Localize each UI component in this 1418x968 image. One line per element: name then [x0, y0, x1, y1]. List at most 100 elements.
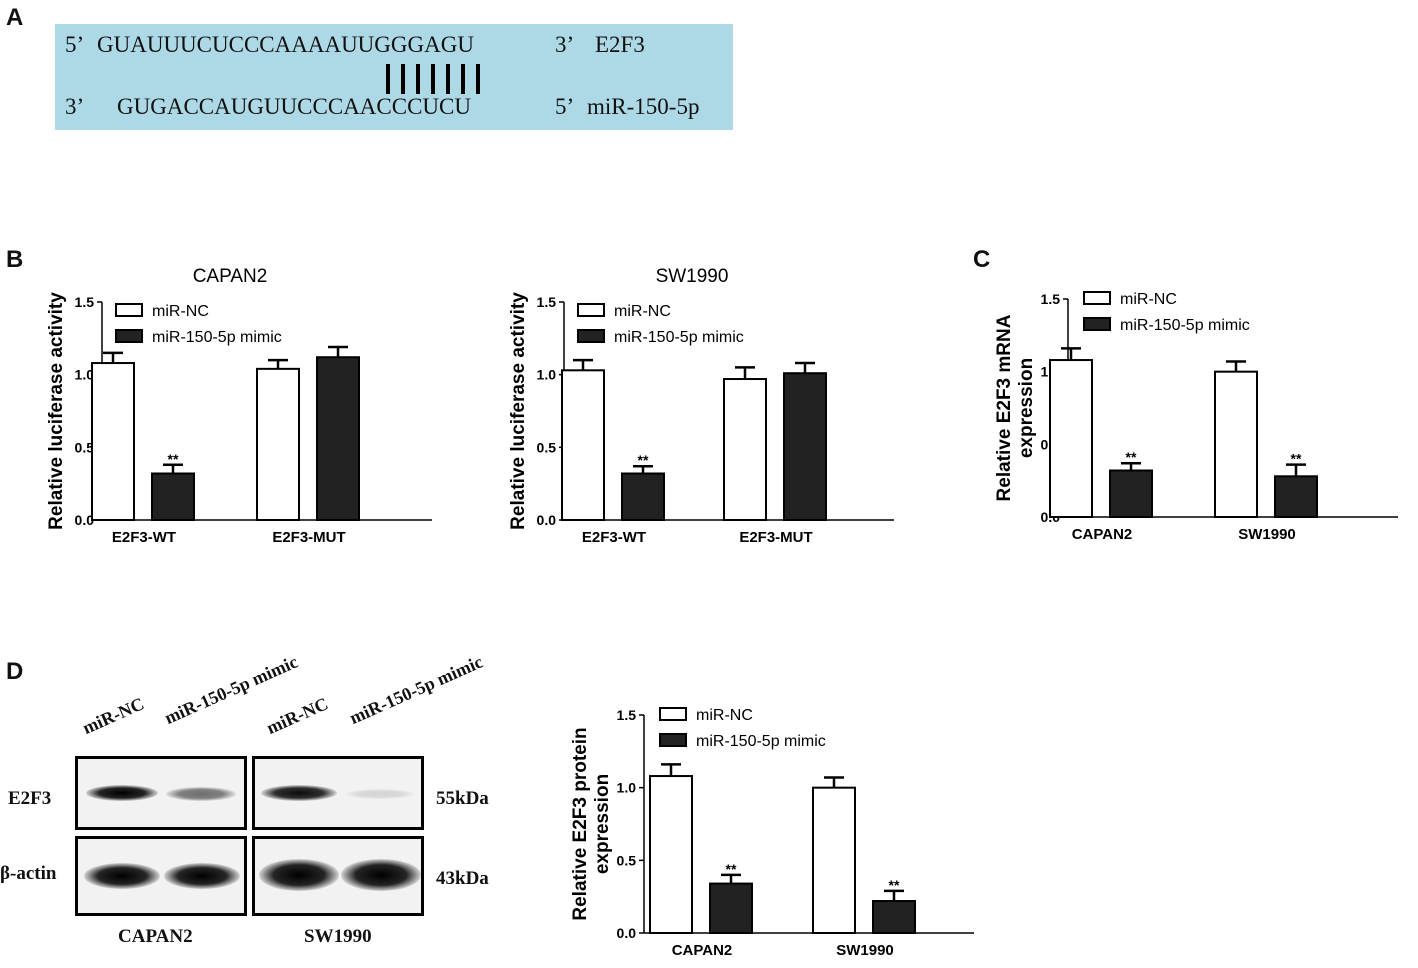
blot-band: [261, 785, 337, 801]
bar: [649, 775, 693, 935]
blot-band: [86, 785, 158, 801]
blot-band: [166, 787, 236, 801]
y-tick-label: 0.0: [617, 925, 637, 941]
blot-panel-actin-capan2: [75, 836, 247, 916]
bar: [1109, 469, 1153, 518]
panel-letter-b: B: [6, 246, 24, 273]
blot-panel-e2f3-sw1990: [252, 756, 424, 830]
x-tick-label: CAPAN2: [672, 942, 733, 959]
y-tick-label: 0.5: [617, 852, 637, 868]
blot-lane-label-3: miR-NC: [263, 693, 331, 739]
bar: [1214, 370, 1258, 518]
seq-bottom-5prime: 5’: [555, 94, 575, 119]
bar: [812, 786, 856, 934]
blot-panel-e2f3-capan2: [75, 756, 247, 830]
seq-top-3prime: 3’: [555, 32, 575, 57]
base-pair-lines: [386, 64, 480, 94]
blot-panel-actin-sw1990: [252, 836, 424, 916]
x-tick-label: E2F3-MUT: [272, 529, 345, 546]
blot-lane-label-1: miR-NC: [79, 693, 147, 739]
significance-label: **: [638, 452, 649, 468]
legend-swatch: [1083, 291, 1111, 305]
blot-band: [341, 859, 421, 891]
x-tick-label: SW1990: [1238, 526, 1296, 543]
chart-capan2-luciferase: CAPAN2 0.0 0.5 1.0 1.5 Relative luciferase ac…: [46, 266, 432, 546]
blot-band: [84, 863, 160, 889]
seq-top-5prime: 5’: [65, 32, 85, 57]
blot-group-capan2: CAPAN2: [118, 926, 193, 947]
blot-row-label-actin: β-actin: [0, 863, 57, 884]
bar: [872, 900, 916, 935]
bar: [621, 472, 665, 521]
blot-size-55kda: 55kDa: [436, 788, 489, 809]
y-tick-label: 1.5: [537, 294, 557, 310]
western-blot: miR-NC miR-150-5p mimic miR-NC miR-150-5…: [0, 640, 520, 960]
x-tick-label: SW1990: [836, 942, 894, 959]
chart-title: SW1990: [656, 266, 729, 287]
x-tick-label: E2F3-MUT: [739, 529, 812, 546]
bar: [709, 882, 753, 935]
x-tick-label: E2F3-WT: [112, 529, 176, 546]
significance-label: **: [1126, 449, 1137, 465]
legend-swatch: [577, 303, 605, 317]
legend-label: miR-150-5p mimic: [614, 329, 744, 346]
blot-lane-label-4: miR-150-5p mimic: [346, 651, 486, 729]
bar: [561, 369, 605, 521]
bar: [91, 362, 135, 522]
legend-label: miR-150-5p mimic: [1120, 317, 1250, 334]
significance-label: **: [726, 861, 737, 877]
legend-swatch: [115, 303, 143, 317]
bar: [1049, 359, 1093, 519]
panel-letter-a: A: [6, 4, 24, 31]
seq-bottom-3prime: 3’: [65, 94, 85, 119]
legend-swatch: [577, 329, 605, 343]
y-tick-label: 1.0: [537, 367, 557, 383]
seq-top-name: E2F3: [595, 32, 645, 57]
legend-label: miR-NC: [696, 707, 753, 724]
y-axis-label: Relative E2F3 mRNAexpression: [994, 314, 1037, 501]
seq-top-sequence: GUAUUUCUCCCAAAAUUGGGAGU: [97, 32, 474, 57]
legend-swatch: [1083, 317, 1111, 331]
panel-letter-d: D: [6, 658, 24, 685]
bar: [723, 378, 767, 521]
blot-row-label-e2f3: E2F3: [8, 788, 52, 809]
bar: [256, 367, 300, 521]
significance-label: **: [168, 451, 179, 467]
x-tick-label: E2F3-WT: [582, 529, 646, 546]
bar: [316, 356, 360, 521]
bar: [1274, 475, 1318, 519]
chart-sw1990-luciferase: SW1990 0.0 0.5 1.0 1.5 Relative luciferase ac…: [508, 266, 894, 546]
y-tick-label: 1.0: [75, 367, 95, 383]
bar: [151, 472, 195, 521]
legend-swatch: [115, 329, 143, 343]
y-axis-label: Relative luciferase activity: [508, 292, 529, 530]
legend-label: miR-NC: [1120, 291, 1177, 308]
blot-band: [164, 863, 240, 889]
y-tick-label: 0.5: [537, 439, 557, 455]
seq-bottom-sequence: GUGACCAUGUUCCCAACCCUCU: [117, 94, 471, 119]
chart-title: CAPAN2: [193, 266, 268, 287]
blot-size-43kda: 43kDa: [436, 868, 489, 889]
x-tick-label: CAPAN2: [1072, 526, 1133, 543]
significance-label: **: [889, 877, 900, 893]
y-axis-label: Relative E2F3 proteinexpression: [570, 727, 613, 920]
legend-label: miR-NC: [614, 303, 671, 320]
legend-swatch: [659, 707, 687, 721]
legend-swatch: [659, 733, 687, 747]
y-tick-label: 1.5: [75, 294, 95, 310]
y-axis-label: Relative luciferase activity: [46, 292, 67, 530]
legend-label: miR-NC: [152, 303, 209, 320]
blot-band: [345, 789, 415, 799]
y-tick-label: 1.5: [1041, 291, 1061, 307]
legend-label: miR-150-5p mimic: [696, 733, 826, 750]
y-tick-label: 0.0: [537, 512, 557, 528]
y-tick-label: 1.5: [617, 707, 637, 723]
y-tick-label: 1.0: [617, 780, 637, 796]
bar: [783, 372, 827, 521]
legend-label: miR-150-5p mimic: [152, 329, 282, 346]
y-tick-label: 0.5: [75, 439, 95, 455]
blot-band: [259, 859, 339, 891]
seq-bottom-name: miR-150-5p: [587, 94, 700, 119]
